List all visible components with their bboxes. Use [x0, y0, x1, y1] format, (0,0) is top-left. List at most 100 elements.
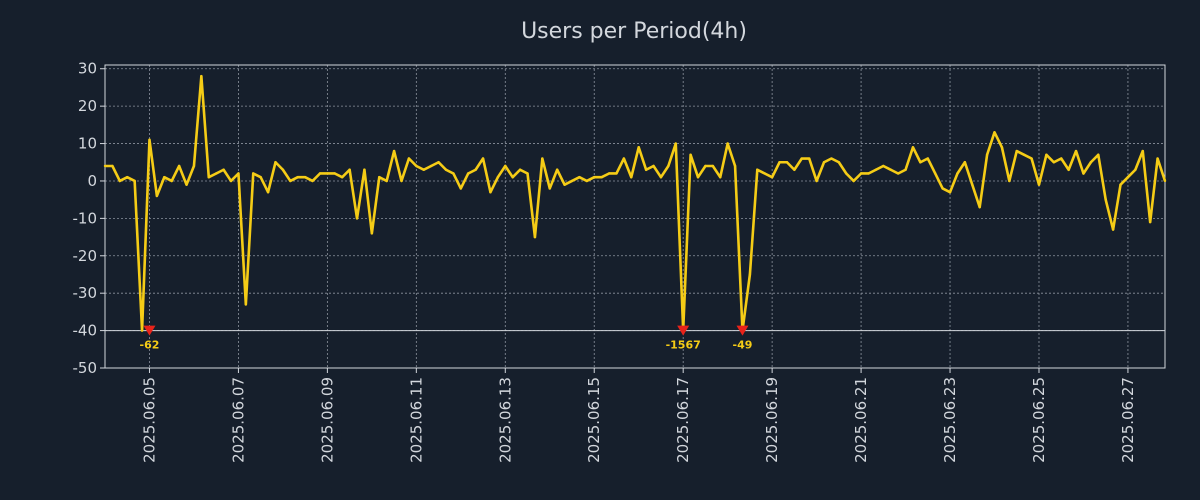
data-point — [667, 164, 670, 168]
data-point — [148, 138, 151, 142]
data-point — [155, 194, 159, 198]
grid-lines — [105, 65, 1165, 369]
data-point — [845, 172, 848, 175]
data-point — [192, 164, 196, 168]
data-point — [185, 183, 188, 186]
data-point — [956, 172, 959, 175]
data-point — [1097, 153, 1100, 156]
data-point — [948, 190, 952, 194]
data-point — [1067, 168, 1070, 171]
data-point — [207, 176, 210, 179]
data-point — [341, 176, 344, 179]
data-point — [785, 161, 789, 164]
data-point — [333, 172, 336, 175]
data-point — [1000, 146, 1004, 149]
data-point — [689, 153, 692, 156]
data-point — [600, 176, 603, 179]
clip-marker-triangle — [143, 325, 156, 336]
data-point — [837, 161, 841, 164]
data-point — [385, 179, 388, 183]
data-point — [1060, 157, 1063, 160]
data-point — [378, 176, 381, 179]
x-axis: 2025.06.05 2025.06.07 2025.06.09 2025.06.11… — [140, 368, 1137, 463]
data-point — [852, 179, 855, 183]
data-point — [763, 172, 766, 175]
data-point — [296, 176, 299, 179]
data-point — [926, 157, 929, 160]
data-point — [1134, 168, 1137, 171]
data-point — [585, 179, 589, 183]
data-point — [118, 179, 122, 183]
data-point — [985, 153, 989, 156]
data-point — [518, 168, 522, 171]
data-point — [1119, 183, 1122, 186]
data-point — [1126, 176, 1130, 179]
x-tick-label: 2025.06.07 — [229, 377, 247, 463]
data-point — [882, 164, 885, 168]
data-point — [563, 183, 566, 186]
data-point — [934, 172, 937, 175]
data-point — [474, 168, 477, 171]
data-point — [1141, 149, 1144, 153]
data-point — [1148, 220, 1152, 224]
data-point — [622, 157, 626, 160]
data-point — [800, 157, 803, 160]
data-point — [222, 168, 225, 171]
data-point — [1022, 153, 1026, 156]
clip-value-label: -62 — [140, 339, 160, 352]
data-point — [429, 164, 433, 168]
data-point — [526, 172, 529, 175]
data-point — [103, 164, 107, 168]
data-point — [259, 176, 262, 179]
data-point — [971, 183, 974, 186]
data-point — [1156, 157, 1159, 160]
series-line-users — [105, 74, 1167, 332]
data-point — [1163, 179, 1167, 183]
y-tick-label: -20 — [73, 247, 98, 265]
data-point — [1008, 179, 1011, 183]
x-tick-label: 2025.06.17 — [674, 377, 692, 463]
data-point — [726, 142, 729, 145]
data-point — [822, 161, 826, 164]
data-point — [326, 172, 329, 175]
data-point — [511, 176, 514, 179]
y-axis: 30 20 10 0 -10 -20 -30 -40 -50 — [73, 60, 105, 377]
y-tick-label: -40 — [73, 322, 98, 340]
data-point — [504, 164, 507, 168]
data-point — [711, 164, 715, 168]
data-point — [467, 172, 470, 175]
data-point — [993, 131, 996, 134]
data-point — [963, 161, 967, 164]
data-point — [674, 142, 677, 145]
data-point — [778, 161, 781, 164]
data-point — [163, 176, 166, 179]
data-point — [1111, 228, 1115, 231]
data-point — [1074, 149, 1078, 153]
data-point — [111, 164, 114, 168]
data-point — [859, 172, 863, 175]
data-point — [200, 75, 203, 78]
y-tick-label: 10 — [78, 135, 97, 153]
x-tick-label: 2025.06.11 — [407, 377, 425, 463]
data-point — [133, 179, 136, 183]
data-point — [659, 176, 663, 179]
data-point — [229, 179, 233, 183]
x-tick-label: 2025.06.19 — [763, 377, 781, 463]
y-tick-label: 0 — [87, 172, 97, 190]
y-tick-label: -50 — [73, 359, 98, 377]
data-point — [652, 164, 655, 168]
data-point — [348, 168, 351, 171]
data-point — [496, 176, 500, 179]
data-point — [815, 179, 818, 183]
data-point — [637, 146, 640, 149]
data-point — [392, 149, 396, 153]
data-point — [733, 164, 737, 168]
data-point — [630, 176, 633, 179]
x-tick-label: 2025.06.13 — [496, 377, 514, 463]
data-point — [407, 157, 411, 160]
data-points — [103, 75, 1167, 332]
data-point — [415, 164, 418, 168]
data-point — [266, 190, 270, 194]
x-tick-label: 2025.06.23 — [941, 377, 959, 463]
